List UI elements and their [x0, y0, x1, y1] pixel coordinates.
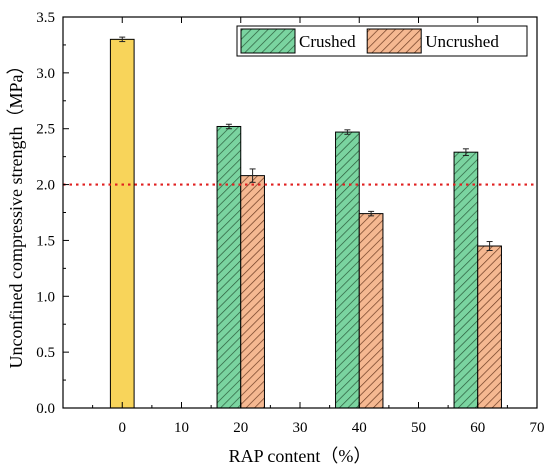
bars-layer [109, 38, 502, 409]
x-axis: 0 10 20 30 40 50 60 70 [62, 17, 545, 436]
y-axis-title: Unconfined compressive strength（MPa） [6, 57, 26, 369]
y-tick-label: 0.5 [36, 345, 55, 361]
x-tick-label: 60 [470, 420, 485, 436]
error-bar-uncrushed-40 [368, 210, 375, 217]
x-tick-label: 10 [174, 420, 189, 436]
error-bar-control-0 [119, 36, 126, 43]
error-bar-crushed-60 [462, 148, 469, 157]
legend-label-uncrushed: Uncrushed [425, 32, 499, 51]
legend-swatch-uncrushed [366, 28, 422, 54]
y-tick-label: 2.0 [36, 178, 55, 194]
bar-crushed-40 [335, 131, 360, 409]
y-axis: 0.0 0.5 1.0 1.5 2.0 2.5 3.0 3.5 [36, 10, 69, 417]
bar-control-0 [109, 38, 135, 409]
x-tick-label: 0 [119, 420, 127, 436]
bar-uncrushed-40 [358, 213, 384, 409]
y-tick-label: 1.5 [36, 233, 55, 249]
x-tick-label: 70 [530, 420, 545, 436]
x-tick-label: 30 [293, 420, 308, 436]
y-tick-label: 0.0 [36, 401, 55, 417]
y-tick-label: 2.5 [36, 122, 55, 138]
legend-label-crushed: Crushed [299, 32, 356, 51]
bar-uncrushed-20 [240, 175, 265, 409]
error-bar-uncrushed-60 [486, 241, 493, 251]
error-bar-uncrushed-20 [249, 168, 256, 183]
error-bar-crushed-40 [344, 129, 351, 135]
error-bars-layer [119, 36, 493, 251]
y-tick-label: 1.0 [36, 289, 55, 305]
legend-swatch-crushed [240, 28, 296, 54]
x-tick-label: 20 [233, 420, 248, 436]
x-tick-label: 50 [411, 420, 426, 436]
bar-uncrushed-60 [477, 245, 502, 409]
bar-crushed-20 [216, 125, 242, 409]
y-tick-label: 3.0 [36, 66, 55, 82]
x-axis-title: RAP content（%） [229, 446, 372, 466]
x-tick-label: 40 [352, 420, 367, 436]
bar-crushed-60 [453, 151, 479, 409]
y-tick-label: 3.5 [36, 10, 55, 26]
legend: Crushed Uncrushed [236, 25, 528, 57]
error-bar-crushed-20 [225, 123, 232, 130]
